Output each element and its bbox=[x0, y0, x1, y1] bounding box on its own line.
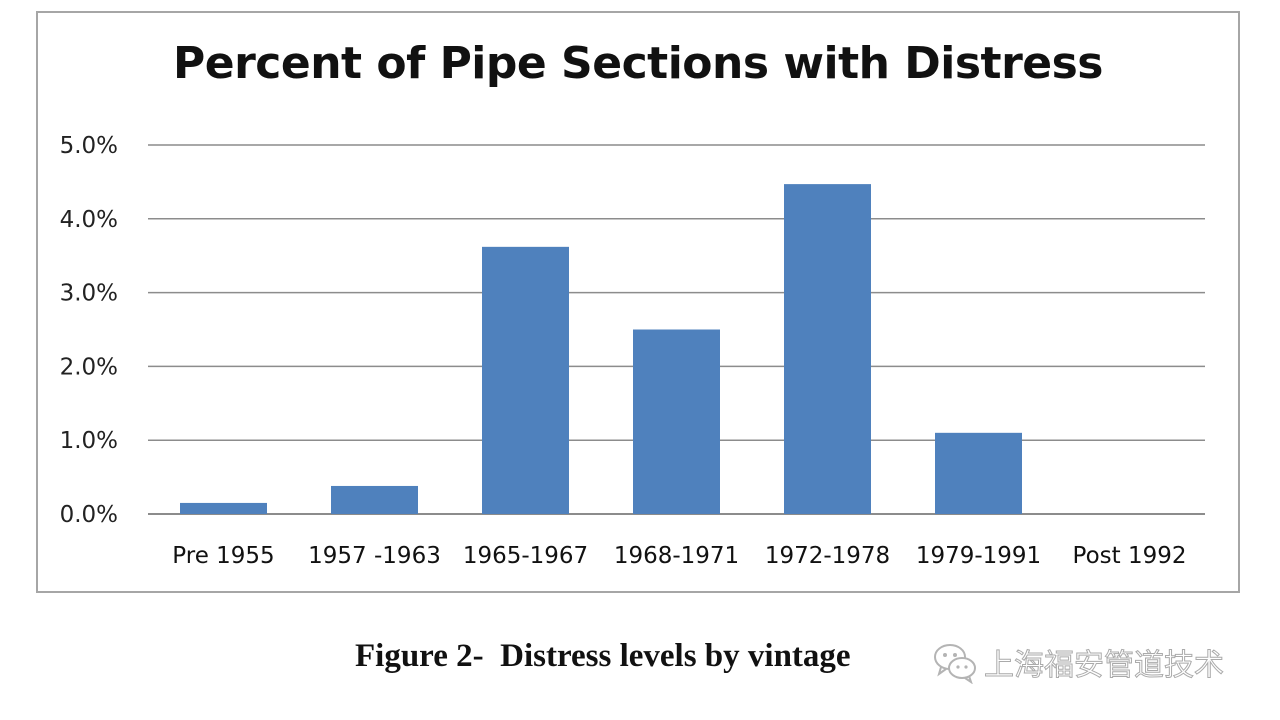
bar bbox=[784, 184, 871, 514]
bar bbox=[482, 246, 569, 514]
bar bbox=[935, 432, 1022, 514]
x-tick-label: 1957 -1963 bbox=[308, 543, 441, 569]
watermark: 上海福安管道技术 bbox=[932, 640, 1225, 684]
y-tick-label: 1.0% bbox=[60, 428, 118, 454]
x-tick-label: Pre 1955 bbox=[172, 543, 274, 569]
x-tick-label: Post 1992 bbox=[1073, 543, 1187, 569]
y-tick-label: 4.0% bbox=[60, 207, 118, 233]
bar bbox=[331, 485, 418, 514]
y-tick-label: 5.0% bbox=[60, 133, 118, 159]
figure-caption: Figure 2- Distress levels by vintage bbox=[355, 638, 851, 674]
chart-title: Percent of Pipe Sections with Distress bbox=[172, 38, 1104, 89]
y-tick-label: 3.0% bbox=[60, 281, 118, 307]
x-tick-label: 1965-1967 bbox=[463, 543, 588, 569]
x-tick-label: 1968-1971 bbox=[614, 543, 739, 569]
y-tick-label: 2.0% bbox=[60, 354, 118, 380]
x-tick-label: 1972-1978 bbox=[765, 543, 890, 569]
bar-chart: 0.0% 1.0% 2.0% 3.0% 4.0% 5.0% Pre 1955 1957 -19… bbox=[60, 133, 1205, 569]
y-tick-label: 0.0% bbox=[60, 502, 118, 528]
wechat-icon bbox=[934, 644, 976, 684]
watermark-text: 上海福安管道技术 bbox=[984, 648, 1225, 684]
bar bbox=[180, 502, 267, 514]
bar bbox=[633, 329, 720, 514]
x-tick-label: 1979-1991 bbox=[916, 543, 1041, 569]
